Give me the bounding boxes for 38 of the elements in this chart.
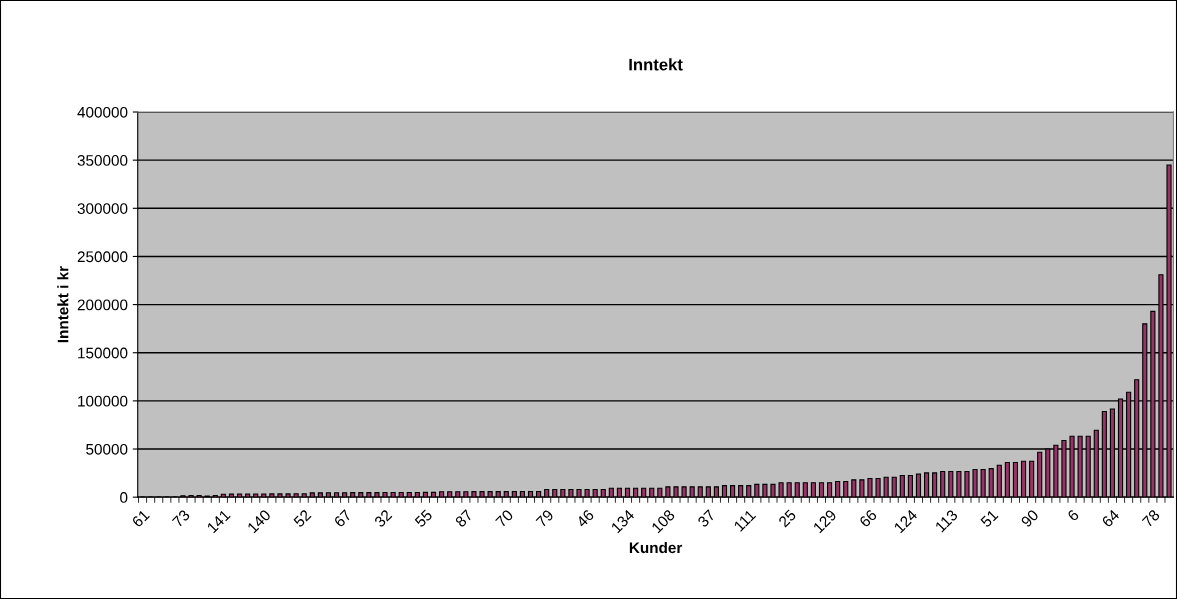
x-tick-label: 51 bbox=[980, 509, 999, 528]
x-tick-label: 134 bbox=[610, 508, 636, 534]
x-tick-label: 70 bbox=[495, 508, 514, 528]
x-tick-label: 67 bbox=[333, 509, 353, 528]
x-tick-label: 32 bbox=[373, 509, 393, 528]
y-tick-label: 350000 bbox=[77, 155, 128, 166]
x-tick-label: 66 bbox=[858, 509, 878, 528]
x-tick-label: 78 bbox=[1141, 509, 1161, 528]
x-tick-label: 108 bbox=[651, 509, 676, 534]
y-tick-label: 150000 bbox=[78, 347, 128, 359]
x-tick-label: 25 bbox=[777, 509, 797, 528]
x-tick-label: 90 bbox=[1020, 508, 1040, 528]
chart-title: Inntekt bbox=[629, 58, 683, 71]
x-tick-label: 124 bbox=[893, 508, 918, 534]
x-tick-label: 79 bbox=[535, 509, 555, 528]
y-axis-title: Inntekt i kr bbox=[57, 266, 69, 343]
x-tick-label: 140 bbox=[246, 508, 272, 534]
x-tick-label: 46 bbox=[575, 509, 595, 528]
x-tick-label: 87 bbox=[454, 509, 474, 528]
y-tick-label: 250000 bbox=[77, 251, 128, 263]
x-tick-label: 52 bbox=[292, 509, 312, 528]
y-tick-label: 400000 bbox=[77, 106, 128, 118]
x-tick-label: 73 bbox=[171, 509, 191, 528]
x-tick-label: 129 bbox=[812, 509, 837, 534]
x-tick-label: 113 bbox=[934, 509, 959, 533]
x-tick-label: 37 bbox=[697, 509, 716, 528]
x-tick-label: 111 bbox=[733, 509, 757, 532]
x-tick-label: 55 bbox=[414, 509, 433, 528]
y-tick-label: 50000 bbox=[86, 443, 128, 455]
y-tick-label: 100000 bbox=[78, 395, 128, 407]
x-tick-label: 6 bbox=[1066, 509, 1080, 522]
y-tick-label: 0 bbox=[120, 492, 128, 503]
x-tick-label: 61 bbox=[131, 509, 150, 528]
x-tick-label: 64 bbox=[1101, 508, 1121, 528]
x-axis-title: Kunder bbox=[629, 541, 683, 554]
y-tick-label: 200000 bbox=[77, 299, 128, 311]
x-tick-label: 141 bbox=[206, 509, 231, 534]
y-tick-label: 300000 bbox=[77, 203, 128, 214]
